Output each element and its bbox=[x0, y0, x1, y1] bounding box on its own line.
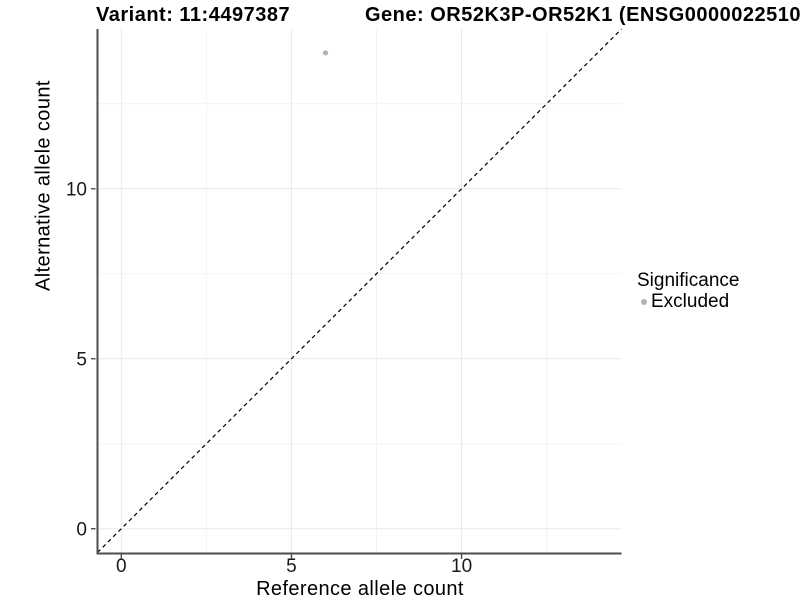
legend: Significance Excluded bbox=[637, 270, 739, 312]
x-tick-label: 10 bbox=[451, 556, 472, 577]
legend-entry-label: Excluded bbox=[651, 290, 730, 312]
data-point-excluded bbox=[322, 50, 329, 56]
gene-title: Gene: OR52K3P-OR52K1 (ENSG00000225101- bbox=[365, 4, 800, 26]
y-tick-label: 0 bbox=[76, 520, 87, 541]
identity-dashed-line bbox=[97, 28, 622, 553]
legend-entry-excluded: Excluded bbox=[637, 291, 739, 312]
y-tick-label: 5 bbox=[76, 350, 87, 371]
x-axis-title: Reference allele count bbox=[256, 578, 464, 600]
y-tick-label: 10 bbox=[66, 180, 87, 201]
legend-key-point-icon bbox=[641, 298, 647, 305]
legend-title: Significance bbox=[637, 270, 740, 291]
x-tick-label: 5 bbox=[286, 556, 297, 577]
x-tick-label: 0 bbox=[116, 556, 127, 577]
variant-title: Variant: 11:4497387 bbox=[96, 4, 291, 26]
